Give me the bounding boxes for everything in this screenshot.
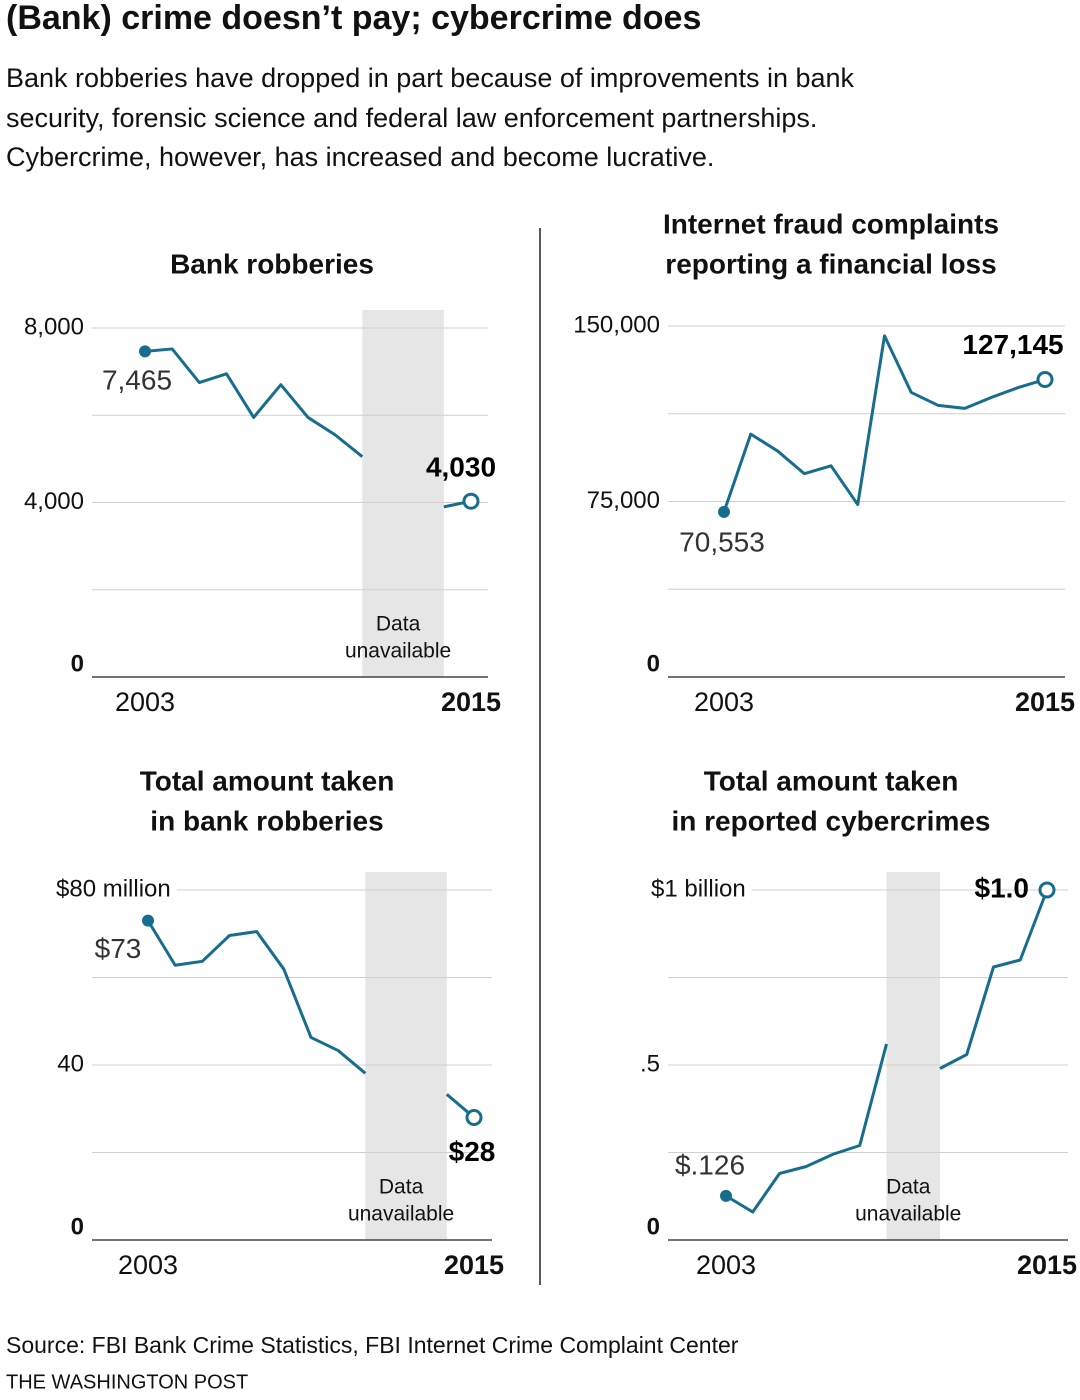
data-line <box>722 334 1046 513</box>
y-tick-label: 150,000 <box>573 311 660 338</box>
value-label: $1.0 <box>975 872 1030 903</box>
unavailable-label: Data <box>379 1176 424 1199</box>
x-tick-label: 2015 <box>444 1250 504 1280</box>
page-title: (Bank) crime doesn’t pay; cybercrime doe… <box>6 0 701 37</box>
x-tick-label: 2015 <box>1015 687 1075 717</box>
unavailable-label: Data <box>886 1176 931 1199</box>
y-tick-label: .5 <box>640 1050 660 1077</box>
unavailable-label: unavailable <box>348 1203 454 1226</box>
x-tick-label: 2003 <box>115 687 175 717</box>
y-tick-label: $1 billion <box>651 875 746 902</box>
value-label: 127,145 <box>962 329 1063 360</box>
credit: THE WASHINGTON POST <box>6 1371 248 1393</box>
y-tick-label: 0 <box>71 1213 84 1240</box>
value-label: 7,465 <box>102 365 172 396</box>
y-tick-label: 0 <box>647 650 660 677</box>
source: Source: FBI Bank Crime Statistics, FBI I… <box>6 1332 739 1358</box>
x-tick-label: 2003 <box>118 1250 178 1280</box>
y-tick-label: 0 <box>71 650 84 677</box>
y-tick-label: 4,000 <box>24 488 84 515</box>
y-tick-label: $80 million <box>56 875 171 902</box>
end-marker <box>1038 881 1056 899</box>
value-label: $.126 <box>675 1149 745 1180</box>
chart-title: Bank robberies <box>170 248 374 279</box>
subtitle-line: security, forensic science and federal l… <box>6 103 817 133</box>
value-label: $28 <box>449 1136 496 1167</box>
chart-title: in reported cybercrimes <box>671 805 990 836</box>
chart-title: Total amount taken <box>704 765 959 796</box>
chart-title: in bank robberies <box>150 805 383 836</box>
value-label: $73 <box>95 933 142 964</box>
end-marker <box>465 1109 483 1126</box>
x-tick-label: 2003 <box>694 687 754 717</box>
unavailable-band <box>362 310 444 677</box>
y-tick-label: 8,000 <box>24 313 84 340</box>
unavailable-band <box>886 872 940 1240</box>
value-label: 4,030 <box>426 452 496 483</box>
start-marker <box>720 1189 732 1202</box>
start-marker <box>142 914 154 927</box>
subtitle-line: Cybercrime, however, has increased and b… <box>6 142 714 172</box>
start-marker <box>718 505 730 518</box>
end-marker <box>1036 370 1054 388</box>
chart-title: Internet fraud complaints <box>663 208 999 239</box>
value-label: 70,553 <box>679 526 765 557</box>
y-tick-label: 0 <box>647 1213 660 1240</box>
y-tick-label: 40 <box>57 1050 84 1077</box>
start-marker <box>139 345 151 358</box>
end-marker <box>462 492 480 510</box>
data-line <box>725 889 1049 1214</box>
unavailable-label: unavailable <box>855 1203 961 1226</box>
unavailable-label: unavailable <box>345 640 451 663</box>
chart-title: Total amount taken <box>140 765 395 796</box>
chart-title: reporting a financial loss <box>665 248 996 279</box>
x-tick-label: 2015 <box>1017 1250 1077 1280</box>
y-tick-label: 75,000 <box>587 487 660 514</box>
unavailable-band <box>365 872 447 1240</box>
unavailable-label: Data <box>376 613 421 636</box>
x-tick-label: 2015 <box>441 687 501 717</box>
subtitle-line: Bank robberies have dropped in part beca… <box>6 63 855 93</box>
x-tick-label: 2003 <box>696 1250 756 1280</box>
